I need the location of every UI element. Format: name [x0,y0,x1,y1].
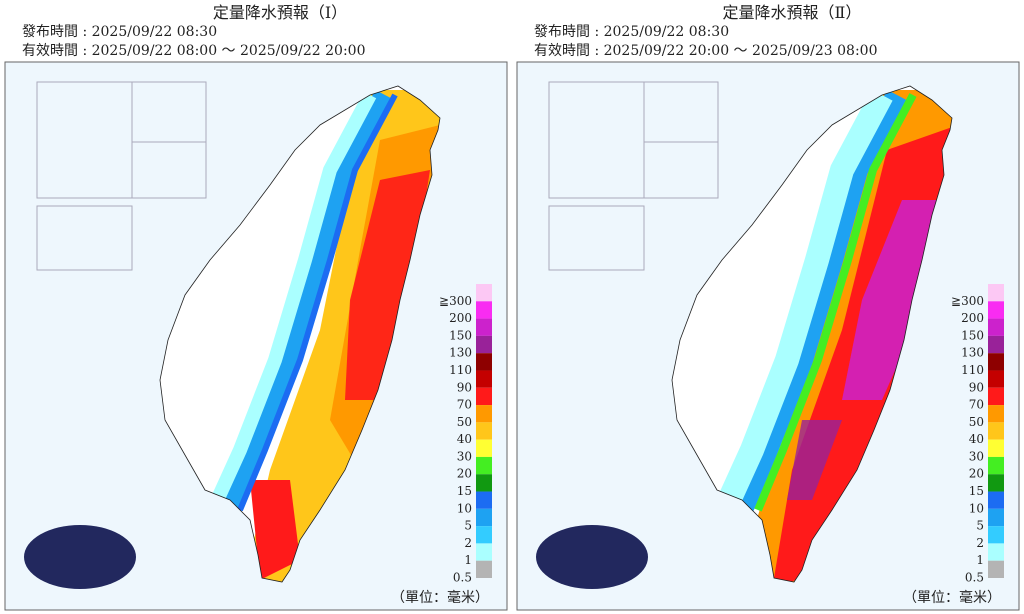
issued-time: 發布時間 : 2025/09/22 08:30 [534,24,729,40]
legend-label: 1 [464,553,472,567]
legend-swatch [988,491,1004,509]
panel-2: 定量降水預報（Ⅱ） 發布時間 : 2025/09/22 08:30 有效時間 :… [516,3,1020,611]
legend-label: 5 [464,519,472,533]
legend-label: 2 [976,536,984,550]
legend-label: 150 [449,328,472,342]
legend-label: 130 [961,346,984,360]
panel-1: 定量降水預報（Ⅰ） 發布時間 : 2025/09/22 08:30 有效時間 :… [4,3,508,611]
unit-label: （單位：毫米） [903,589,1001,606]
legend-label: 150 [961,328,984,342]
legend-swatch [476,543,492,561]
legend-label: 30 [457,449,472,463]
legend-label: ≧300 [439,294,472,308]
legend-label: 90 [457,380,472,394]
legend-label: 130 [449,346,472,360]
legend-label: 0.5 [453,571,472,585]
legend-label: 10 [969,501,984,515]
legend-label: 110 [449,363,472,377]
legend-swatch [988,526,1004,544]
legend-swatch [476,491,492,509]
valid-time: 有效時間 : 2025/09/22 20:00 ～ 2025/09/23 08:… [534,43,878,59]
legend-swatch [988,543,1004,561]
legend-label: 50 [457,415,472,429]
issued-time: 發布時間 : 2025/09/22 08:30 [22,24,217,40]
legend-swatch [988,335,1004,354]
legend-label: 20 [457,467,472,481]
legend-label: 50 [969,415,984,429]
legend-swatch [476,284,492,302]
legend-label: 15 [457,484,472,498]
legend-swatch [476,526,492,544]
insets [548,81,719,271]
legend-label: 1 [976,553,984,567]
legend-label: 90 [969,380,984,394]
legend-swatch [988,456,1004,475]
legend-swatch [476,456,492,475]
legend-swatch [988,370,1004,388]
legend-swatch [988,387,1004,406]
legend-swatch [988,318,1004,336]
legend-label: 2 [464,536,472,550]
legend-swatch [988,301,1004,319]
legend-swatch [476,560,492,578]
legend-label: 30 [969,449,984,463]
legend-swatch [476,422,492,440]
legend-label: 5 [976,519,984,533]
legend-swatch [476,508,492,527]
legend-swatch [988,508,1004,527]
legend-swatch [988,439,1004,457]
panel-title: 定量降水預報（Ⅱ） [723,3,862,22]
logo [536,525,648,589]
legend-label: 0.5 [965,571,984,585]
legend-swatch [476,353,492,371]
legend-swatch [476,301,492,319]
legend-label: 15 [969,484,984,498]
legend-swatch [988,284,1004,302]
legend-swatch [476,439,492,457]
legend-swatch [476,387,492,406]
legend-label: 40 [969,432,984,446]
legend-swatch [476,335,492,354]
legend-label: 20 [969,467,984,481]
legend-swatch [476,318,492,336]
legend-swatch [476,474,492,492]
unit-label: （單位：毫米） [391,589,489,606]
legend-label: 110 [961,363,984,377]
legend-label: 200 [961,311,984,325]
legend-swatch [988,474,1004,492]
legend-swatch [988,422,1004,440]
legend-label: 40 [457,432,472,446]
legend-swatch [476,370,492,388]
legend-swatch [988,353,1004,371]
legend-label: 10 [457,501,472,515]
panel-title: 定量降水預報（Ⅰ） [213,3,347,22]
legend-label: 70 [457,398,472,412]
legend-swatch [476,405,492,423]
insets [36,81,207,271]
legend-label: 200 [449,311,472,325]
legend-label: 70 [969,398,984,412]
legend-swatch [988,405,1004,423]
valid-time: 有效時間 : 2025/09/22 08:00 ～ 2025/09/22 20:… [22,43,366,59]
legend: ≧300 200 150 130 110 90 70 50 40 30 20 15 10 5 2 1 0.5 [439,284,492,585]
legend: ≧300 200 150 130 110 90 70 50 40 30 20 15 10 5 2 1 0.5 [951,284,1004,585]
logo [24,525,136,589]
legend-label: ≧300 [951,294,984,308]
legend-swatch [988,560,1004,578]
